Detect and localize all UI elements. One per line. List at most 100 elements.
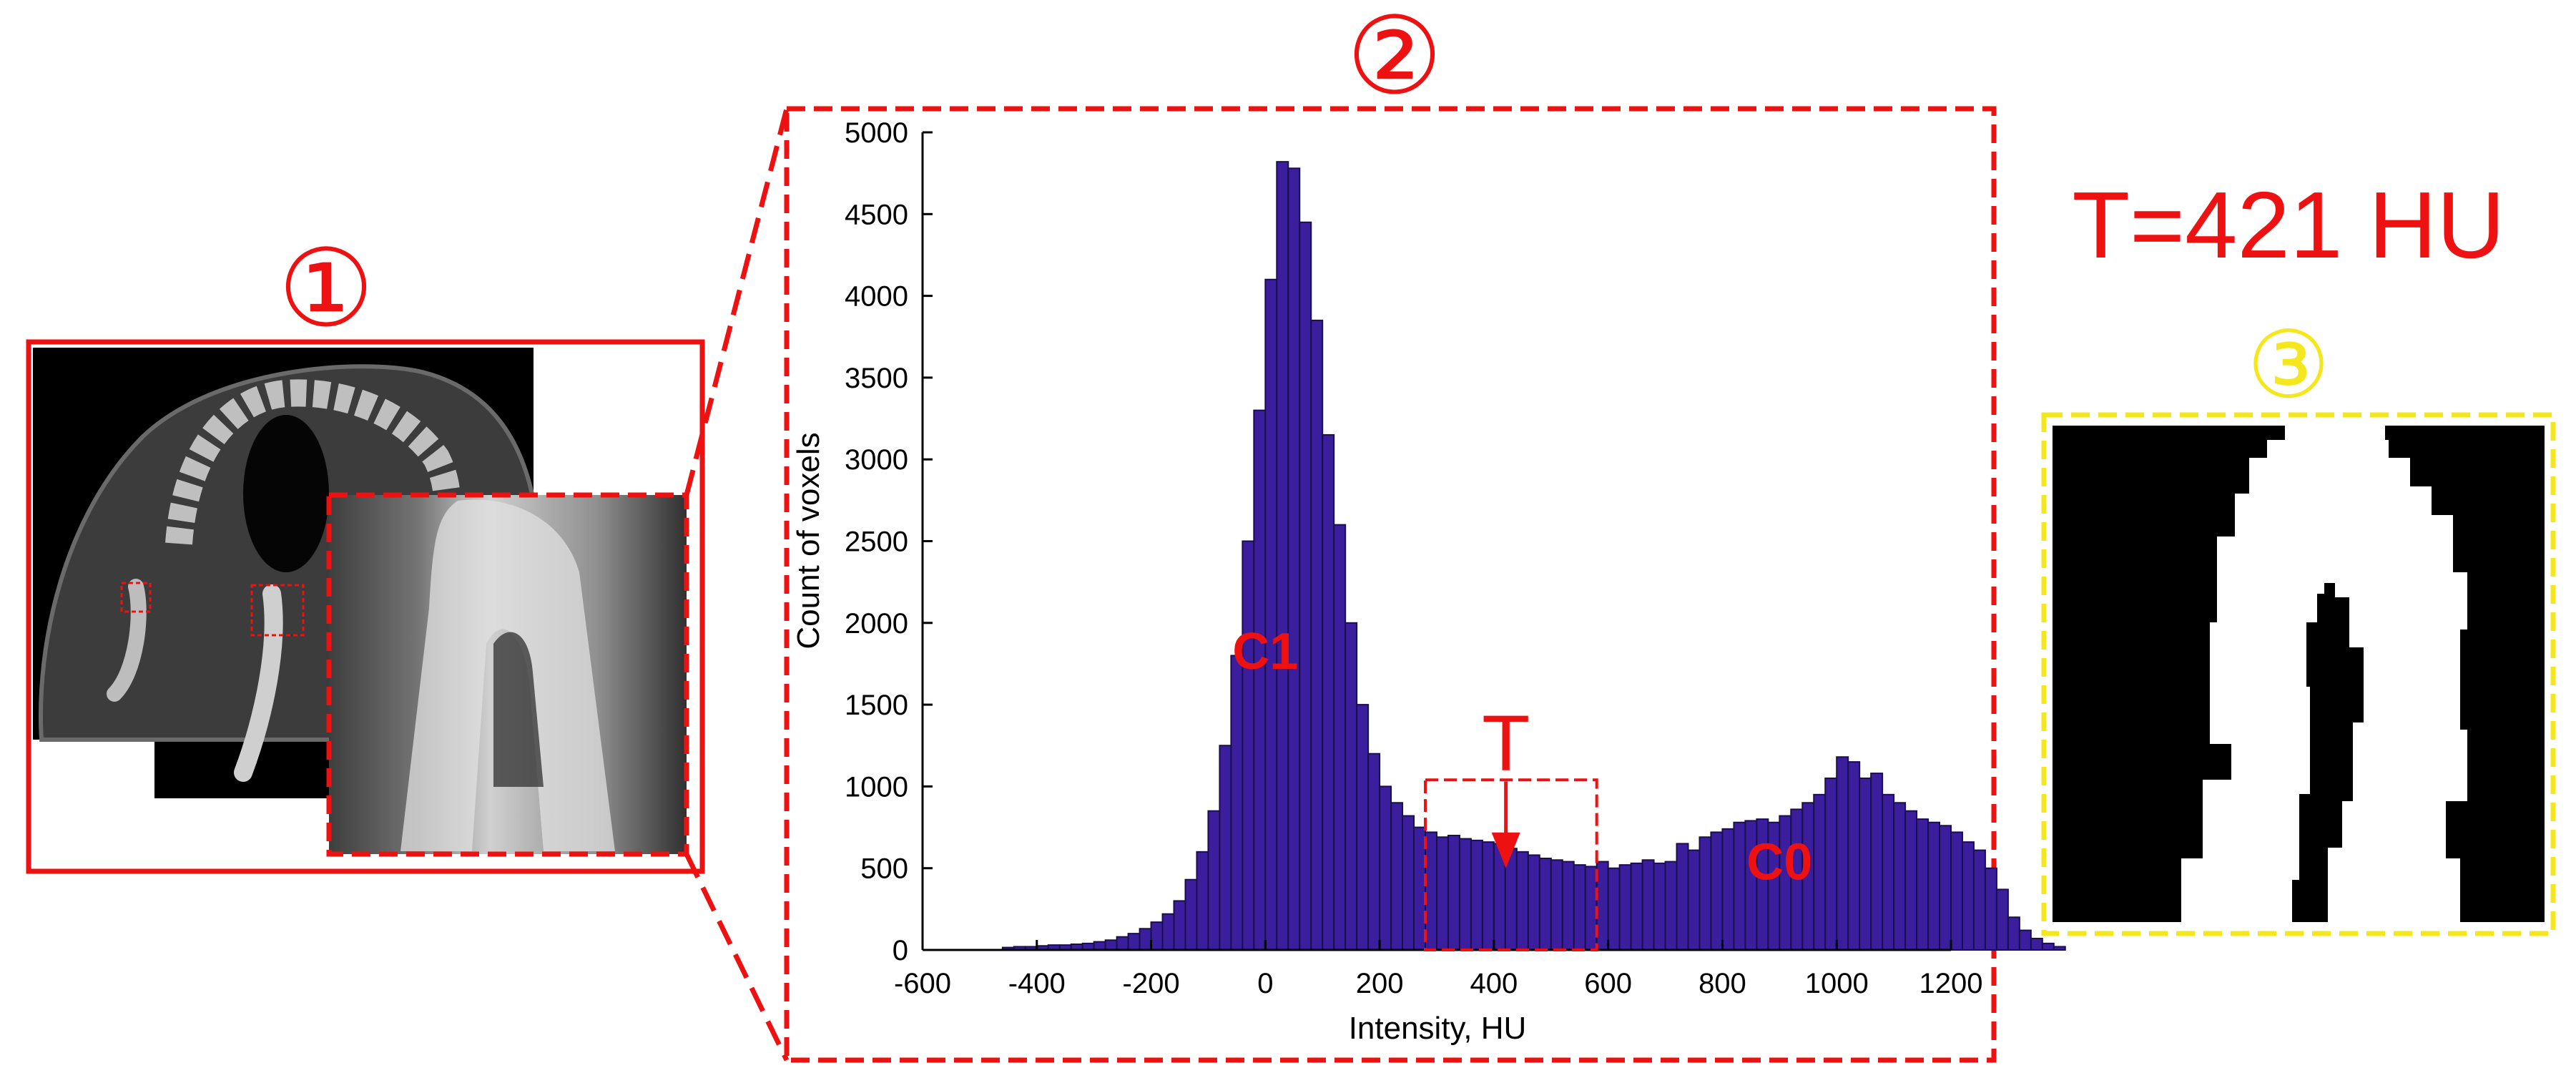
threshold-region-box <box>1424 778 1598 951</box>
panel-3-number: ③ <box>2247 313 2331 417</box>
ct-roi-right <box>250 584 305 637</box>
histogram-bar <box>1379 785 1392 951</box>
panel-2-frame <box>784 106 1997 1063</box>
mask-left-dark <box>2053 426 2285 922</box>
histogram-bar <box>1242 540 1255 951</box>
zoom-connector-bottom <box>684 853 790 1062</box>
y-tick-label: 500 <box>860 853 908 885</box>
y-tick-label: 2500 <box>845 526 908 558</box>
histogram-bar <box>1836 756 1849 951</box>
x-tick-label: 600 <box>1584 968 1632 999</box>
histogram-bar <box>1813 793 1827 951</box>
histogram-bar <box>1458 838 1472 951</box>
y-axis-label: Count of voxels <box>791 432 826 649</box>
histogram-bar <box>1390 802 1404 951</box>
histogram-bar <box>2030 937 2043 951</box>
mask-inner-dark <box>2292 583 2364 922</box>
histogram-bar <box>1607 867 1621 951</box>
x-tick-label: -400 <box>1008 968 1066 999</box>
histogram-bar <box>1413 826 1427 951</box>
y-tick-label: 3500 <box>845 363 908 394</box>
panel-2-number: ② <box>1347 0 1442 116</box>
y-tick-label: 1500 <box>845 690 908 721</box>
histogram-bar <box>1104 939 1118 951</box>
histogram-bar <box>1310 319 1324 951</box>
histogram-bar <box>1287 167 1301 951</box>
histogram-bar <box>1367 753 1381 951</box>
histogram-bar <box>1276 161 1289 951</box>
histogram-bar <box>1538 857 1552 951</box>
cluster-c0-label: C0 <box>1746 834 1812 891</box>
histogram-bar <box>1950 831 1963 951</box>
histogram-bar <box>1584 866 1598 951</box>
histogram-bar <box>1207 810 1221 951</box>
histogram-bar <box>1984 867 1997 951</box>
histogram-bar <box>1630 862 1643 951</box>
histogram-bar <box>1550 859 1563 951</box>
histogram-bar <box>1721 828 1735 951</box>
histogram-bar <box>1995 888 2009 951</box>
ct-airway <box>243 415 329 572</box>
x-tick-label: 1000 <box>1805 968 1869 999</box>
histogram-bar <box>1447 834 1460 951</box>
histogram-bar <box>1402 815 1415 951</box>
threshold-arrow <box>1491 781 1520 868</box>
histogram-bar <box>1527 854 1540 951</box>
histogram-bar <box>1127 933 1141 951</box>
histogram-bar <box>1230 655 1244 951</box>
y-tick-label: 4000 <box>845 281 908 313</box>
cluster-c1-label: C1 <box>1232 623 1298 680</box>
histogram-bar <box>1219 745 1232 951</box>
panel-2: ② -600 -400 -200 0 200 400 600 800 1000 1200 0 500… <box>784 0 2066 1063</box>
threshold-t-label: T <box>1482 700 1530 788</box>
histogram-bar <box>1425 831 1437 951</box>
histogram-bar <box>1481 841 1495 951</box>
histogram-bar <box>1515 851 1529 951</box>
histogram-bar <box>1093 941 1106 951</box>
histogram-bar <box>1196 851 1209 951</box>
histogram-bar <box>1333 524 1347 951</box>
histogram-bar <box>1676 843 1689 951</box>
histogram-bar <box>1139 928 1152 951</box>
histogram-bar <box>1904 810 1918 951</box>
x-tick-label: -600 <box>894 968 951 999</box>
histogram-bar <box>1356 704 1370 951</box>
zoom-connector-top <box>684 108 790 496</box>
x-tick-label: 800 <box>1699 968 1746 999</box>
histogram-bar <box>1184 878 1198 951</box>
histogram-bar <box>2053 946 2066 951</box>
histogram-bar <box>1436 836 1449 951</box>
x-tick-label: -200 <box>1123 968 1180 999</box>
histogram-bar <box>1927 821 1941 951</box>
panel-3-frame <box>2041 412 2556 936</box>
histogram-bar <box>1961 841 1975 951</box>
histogram-bar <box>1561 861 1575 951</box>
y-tick-label: 0 <box>893 935 908 966</box>
x-tick-label: 0 <box>1257 968 1273 999</box>
histogram-bar <box>1916 818 1929 951</box>
histogram-bar <box>1847 761 1861 951</box>
histogram-bar <box>2007 916 2020 951</box>
histogram-bar <box>2018 929 2032 951</box>
histogram-bar <box>1470 839 1483 951</box>
histogram-bar <box>1299 221 1312 951</box>
histogram-bar <box>1893 802 1907 951</box>
y-tick-label: 1000 <box>845 771 908 803</box>
histogram-bar <box>1972 849 1986 951</box>
zoom-inset <box>326 492 689 857</box>
x-tick-label: 1200 <box>1919 968 1983 999</box>
histogram-bar <box>1733 821 1746 951</box>
histogram-bar <box>1161 913 1175 951</box>
histogram-bar <box>1618 864 1632 951</box>
histogram-bar <box>1596 861 1609 951</box>
histogram-bar <box>1322 433 1335 951</box>
histogram-bar <box>1859 777 1872 951</box>
x-tick-label: 400 <box>1470 968 1518 999</box>
histogram-bar <box>1687 849 1701 951</box>
histogram-bar <box>1664 861 1678 951</box>
histogram-bar <box>1824 777 1838 951</box>
panel-1-frame <box>26 339 705 874</box>
y-ticks: 0 500 1000 1500 2000 2500 3000 3500 4000 4500 5000 <box>845 117 933 966</box>
histogram-bar <box>1653 862 1666 951</box>
